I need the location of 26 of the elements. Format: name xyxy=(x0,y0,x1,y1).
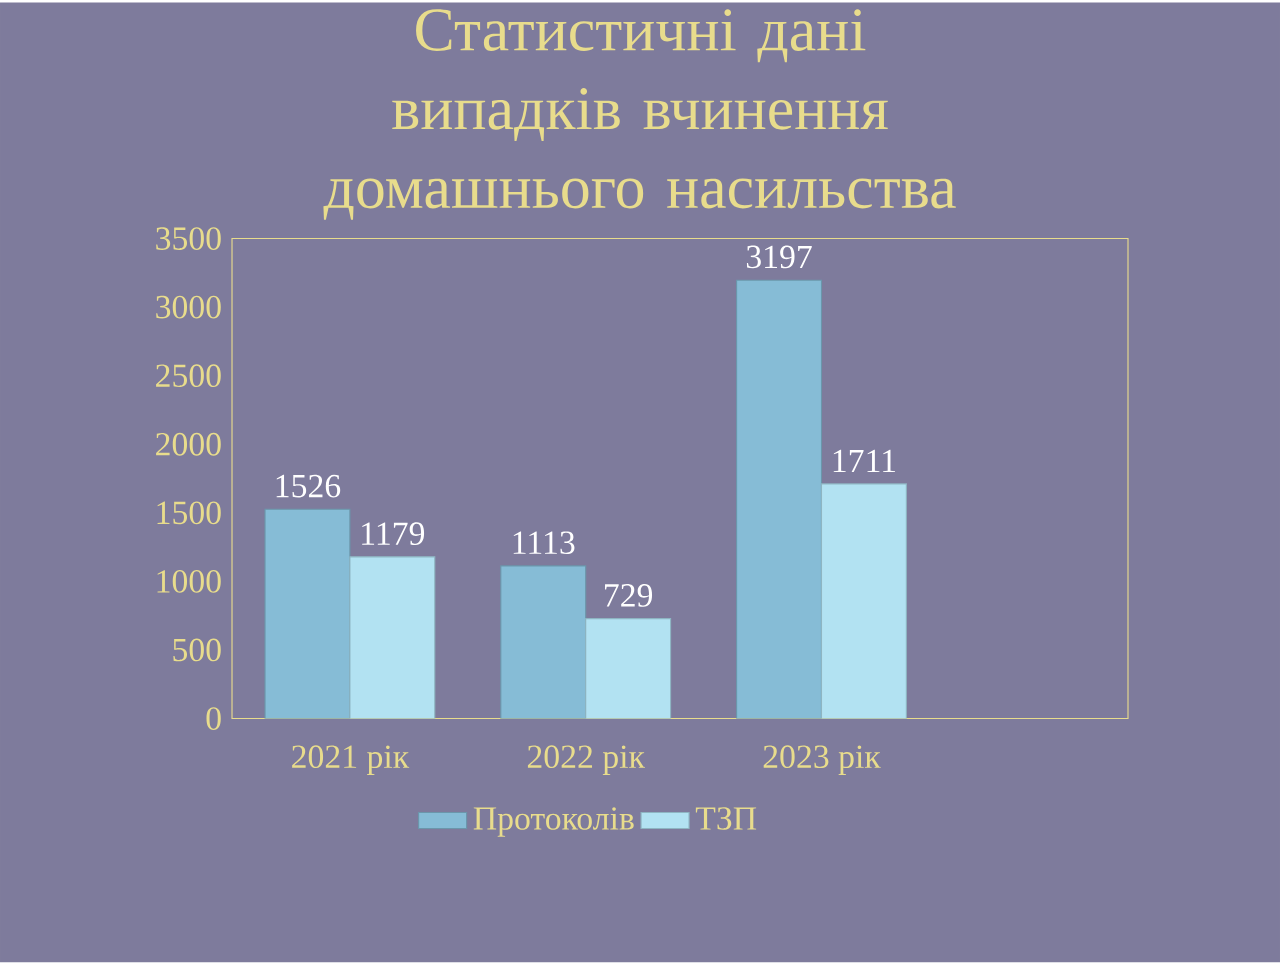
data-label: 729 xyxy=(605,584,653,607)
y-tick-label: 2500 xyxy=(156,364,221,388)
y-tick-label: 3500 xyxy=(156,227,221,251)
legend-label: ТЗП xyxy=(695,807,757,831)
chart-title: Статистичні дані випадків вчинення домашнього насильства xyxy=(323,9,956,220)
bar xyxy=(585,618,672,719)
bar xyxy=(349,556,436,719)
x-tick-label: 2021 рік xyxy=(292,745,410,776)
y-tick-label: 500 xyxy=(173,638,221,662)
data-label: 1711 xyxy=(833,450,896,473)
x-tick-label: 2022 рік xyxy=(527,745,645,776)
data-label: 1526 xyxy=(276,474,341,498)
bar xyxy=(264,508,351,719)
bar xyxy=(500,565,587,719)
y-tick-label: 3000 xyxy=(156,295,221,319)
y-tick-label: 1000 xyxy=(157,570,221,593)
data-label: 1179 xyxy=(362,522,425,546)
y-tick-label: 0 xyxy=(206,707,221,731)
x-tick-label: 2023 рік xyxy=(763,745,881,776)
data-label: 1113 xyxy=(513,531,575,555)
bar xyxy=(736,279,823,719)
y-tick-label: 1500 xyxy=(157,501,221,525)
data-label: 3197 xyxy=(746,245,812,269)
bar xyxy=(820,483,907,719)
legend-label: Протоколів xyxy=(473,807,634,837)
y-tick-label: 2000 xyxy=(156,433,221,456)
